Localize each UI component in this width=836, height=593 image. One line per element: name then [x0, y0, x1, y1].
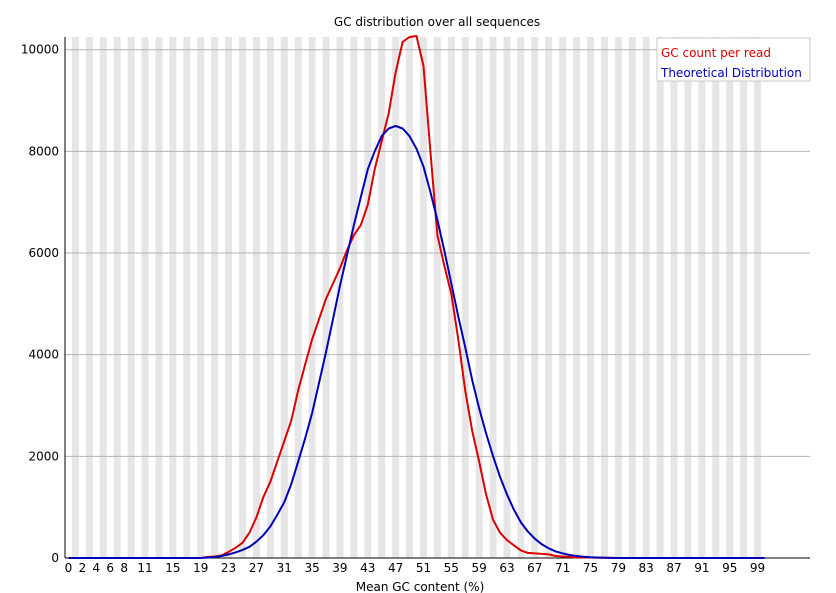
band	[183, 37, 191, 558]
band	[155, 37, 163, 558]
band	[642, 37, 650, 558]
band	[350, 37, 358, 558]
x-tick-label: 6	[106, 561, 114, 575]
band	[364, 37, 372, 558]
band	[573, 37, 581, 558]
band	[475, 37, 483, 558]
legend-entry-gc-count: GC count per read	[661, 46, 771, 60]
x-tick-label: 91	[694, 561, 709, 575]
band	[197, 37, 205, 558]
band	[503, 37, 511, 558]
band	[684, 37, 692, 558]
band	[308, 37, 316, 558]
x-tick-label: 27	[249, 561, 264, 575]
band	[740, 37, 748, 558]
band	[169, 37, 177, 558]
chart-title: GC distribution over all sequences	[334, 15, 540, 29]
band	[266, 37, 274, 558]
x-tick-label: 79	[611, 561, 626, 575]
band	[419, 37, 427, 558]
x-tick-label: 95	[722, 561, 737, 575]
x-tick-label: 83	[639, 561, 654, 575]
band	[99, 37, 107, 558]
band	[71, 37, 79, 558]
band	[670, 37, 678, 558]
x-tick-label: 67	[527, 561, 542, 575]
legend-box	[656, 37, 811, 82]
band	[559, 37, 567, 558]
y-tick-label: 10000	[21, 43, 59, 57]
band	[252, 37, 260, 558]
x-tick-label: 31	[277, 561, 292, 575]
band	[587, 37, 594, 558]
band	[392, 37, 400, 558]
y-tick-label: 0	[51, 551, 59, 565]
x-tick-label: 23	[221, 561, 236, 575]
legend: GC count per read Theoretical Distributi…	[656, 37, 811, 82]
x-tick-label: 19	[193, 561, 208, 575]
x-tick-label: 55	[444, 561, 459, 575]
band	[600, 37, 608, 558]
band	[239, 37, 246, 558]
band	[726, 37, 734, 558]
band	[531, 37, 539, 558]
x-tick-label: 0	[65, 561, 73, 575]
band	[336, 37, 344, 558]
band	[628, 37, 636, 558]
band	[113, 37, 121, 558]
x-tick-label: 4	[93, 561, 101, 575]
band	[614, 37, 622, 558]
y-axis-ticks: 0 2000 4000 6000 8000 10000	[21, 43, 59, 565]
band	[461, 37, 469, 558]
x-tick-label: 11	[137, 561, 152, 575]
band	[225, 37, 233, 558]
x-tick-label: 15	[165, 561, 180, 575]
band	[545, 37, 553, 558]
band	[280, 37, 288, 558]
x-tick-label: 47	[388, 561, 403, 575]
x-tick-label: 43	[360, 561, 375, 575]
x-tick-label: 39	[332, 561, 347, 575]
band	[406, 37, 414, 558]
x-tick-label: 71	[555, 561, 570, 575]
x-tick-label: 2	[79, 561, 87, 575]
y-tick-label: 4000	[28, 348, 59, 362]
band	[378, 37, 386, 558]
y-tick-label: 6000	[28, 246, 59, 260]
x-axis-label: Mean GC content (%)	[356, 580, 485, 593]
y-tick-label: 2000	[28, 449, 59, 463]
series-line-theoretical	[68, 125, 765, 559]
band	[712, 37, 720, 558]
legend-entry-theoretical: Theoretical Distribution	[660, 66, 802, 80]
x-tick-label: 75	[583, 561, 598, 575]
band	[211, 37, 219, 558]
band	[294, 37, 302, 558]
band	[754, 37, 762, 558]
band	[433, 37, 441, 558]
x-tick-label: 8	[120, 561, 128, 575]
band	[141, 37, 149, 558]
x-tick-label: 99	[750, 561, 765, 575]
band	[517, 37, 525, 558]
alternating-bands	[71, 37, 762, 558]
band	[698, 37, 706, 558]
band	[85, 37, 93, 558]
band	[656, 37, 664, 558]
x-tick-label: 51	[416, 561, 431, 575]
series-lines	[68, 35, 765, 559]
x-tick-label: 87	[666, 561, 681, 575]
x-tick-label: 59	[472, 561, 487, 575]
band	[127, 37, 135, 558]
band	[489, 37, 497, 558]
y-tick-label: 8000	[28, 144, 59, 158]
x-axis-ticks: 0 2 4 6 8 11 15 19 23 27 31 35 39 43 47 51 55 59 63 67 71 75 7…	[65, 561, 766, 575]
x-tick-label: 35	[304, 561, 319, 575]
x-tick-label: 63	[499, 561, 514, 575]
